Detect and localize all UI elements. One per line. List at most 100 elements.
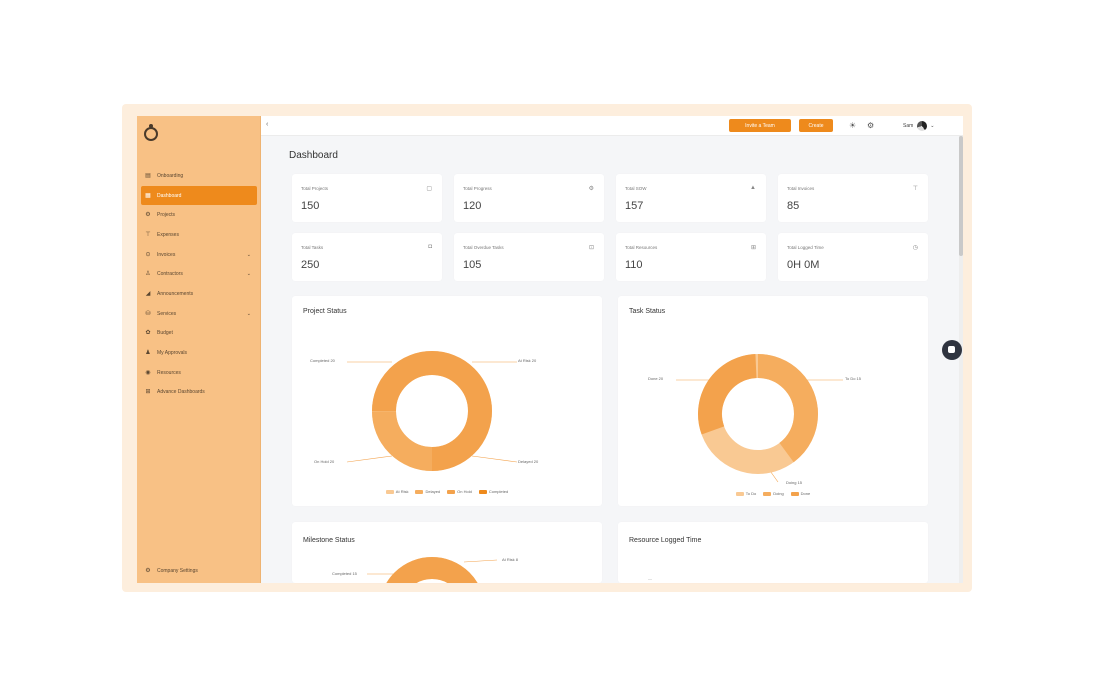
stat-label: Total Resources xyxy=(625,245,658,250)
legend-item[interactable]: At Risk xyxy=(385,489,408,494)
stat-label: Total Overdue Tasks xyxy=(463,245,504,250)
legend-item[interactable]: Doing xyxy=(763,491,784,496)
sidebar-item-announcements[interactable]: ◢ Announcements xyxy=(141,284,257,304)
resource-logged-time-card: Resource Logged Time — xyxy=(618,522,928,583)
chevron-down-icon: ⌄ xyxy=(246,251,251,258)
chart-label: Doing 15 xyxy=(786,480,803,485)
stat-card-total-sow[interactable]: Total SOW ▲ 157 xyxy=(616,174,766,222)
sidebar-item-onboarding[interactable]: ▤ Onboarding xyxy=(141,166,257,186)
sidebar-item-label: Dashboard xyxy=(157,192,182,199)
sidebar-item-projects[interactable]: ⚙ Projects xyxy=(141,205,257,225)
stat-card-total-invoices[interactable]: Total Invoices ⊤ 85 xyxy=(778,174,928,222)
chart-legend: At Risk Delayed On Hold Completed xyxy=(292,489,602,494)
sidebar-item-services[interactable]: ⛁ Services ⌄ xyxy=(141,304,257,324)
swatch xyxy=(735,491,744,496)
sidebar-item-label: Resources xyxy=(157,369,181,376)
stat-card-total-logged-time[interactable]: Total Logged Time ◷ 0H 0M xyxy=(778,233,928,281)
theme-icon[interactable]: ☀ xyxy=(849,121,857,130)
sidebar-item-dashboard[interactable]: ▦ Dashboard xyxy=(141,185,257,206)
stat-value: 157 xyxy=(625,200,644,212)
sidebar-item-label: Advance Dashboards xyxy=(157,389,205,396)
sidebar-item-my-approvals[interactable]: ♟ My Approvals xyxy=(141,343,257,363)
filter-icon: ⊤ xyxy=(912,186,918,192)
topbar: ‹ Invite a Team Create ☀ ⚙ Sam ⌄ xyxy=(261,116,963,136)
legend-item[interactable]: On Hold xyxy=(447,489,472,494)
swatch xyxy=(447,489,456,494)
scrollbar[interactable] xyxy=(959,136,963,583)
sidebar-item-label: Invoices xyxy=(157,251,176,258)
sidebar-item-budget[interactable]: ✿ Budget xyxy=(141,324,257,344)
legend-item[interactable]: Delayed xyxy=(415,489,440,494)
milestone-status-donut xyxy=(367,557,498,583)
stat-card-total-overdue-tasks[interactable]: Total Overdue Tasks ⊡ 105 xyxy=(454,233,604,281)
stat-card-total-progress[interactable]: Total Progress ⚙ 120 xyxy=(454,174,604,222)
budget-icon: ✿ xyxy=(145,330,151,337)
sidebar-item-label: Onboarding xyxy=(157,172,184,179)
chart-label: Delayed 20 xyxy=(518,459,539,464)
invite-team-button[interactable]: Invite a Team xyxy=(729,119,791,132)
task-status-card: Task Status Done 20 To Do 15 Doing 15 To… xyxy=(618,296,928,506)
stat-label: Total Logged Time xyxy=(787,245,824,250)
sidebar-item-label: Projects xyxy=(157,212,176,219)
sidebar-item-expenses[interactable]: ⊤ Expenses xyxy=(141,225,257,245)
stat-value: 120 xyxy=(463,200,482,212)
legend-item[interactable]: Done xyxy=(790,491,810,496)
create-button[interactable]: Create xyxy=(799,119,833,132)
legend-label: Doing xyxy=(773,491,784,496)
dashboard-icon: ⊞ xyxy=(145,389,151,396)
progress-icon: ⚙ xyxy=(588,186,594,192)
sidebar-item-invoices[interactable]: ⊙ Invoices ⌄ xyxy=(141,245,257,265)
chart-label: Done 20 xyxy=(648,376,664,381)
folder-icon: ▢ xyxy=(426,186,432,192)
chart-label: On Hold 20 xyxy=(314,459,335,464)
folder-icon: ⚙ xyxy=(145,212,151,219)
gear-icon: ⚙ xyxy=(145,568,151,574)
sidebar-item-label: Contractors xyxy=(157,271,183,278)
sidebar-item-advance-dashboards[interactable]: ⊞ Advance Dashboards xyxy=(141,383,257,403)
stat-card-total-projects[interactable]: Total Projects ▢ 150 xyxy=(292,174,442,222)
swatch xyxy=(790,491,799,496)
avatar xyxy=(917,121,928,131)
chart-label: To Do 15 xyxy=(845,376,862,381)
megaphone-icon: ◢ xyxy=(145,290,151,297)
chevron-down-icon: ⌄ xyxy=(930,123,935,129)
sidebar-item-resources[interactable]: ◉ Resources xyxy=(141,363,257,383)
filter-icon: ⊤ xyxy=(145,231,151,238)
chart-label: At Risk 8 xyxy=(502,557,519,562)
sidebar-item-label: Budget xyxy=(157,330,173,337)
swatch xyxy=(478,489,487,494)
stat-card-total-resources[interactable]: Total Resources ⊞ 110 xyxy=(616,233,766,281)
person-icon: ♙ xyxy=(145,271,151,278)
sidebar-item-label: Services xyxy=(157,310,177,317)
chart-legend: To Do Doing Done xyxy=(618,491,928,496)
legend-label: Delayed xyxy=(425,489,441,494)
company-settings-link[interactable]: ⚙ Company Settings xyxy=(145,568,198,574)
stat-value: 85 xyxy=(787,200,800,212)
swatch xyxy=(385,489,394,494)
stat-card-total-tasks[interactable]: Total Tasks ◘ 250 xyxy=(292,233,442,281)
legend-item[interactable]: To Do xyxy=(735,491,756,496)
stat-value: 250 xyxy=(301,259,320,271)
stat-label: Total Tasks xyxy=(301,245,324,250)
collapse-sidebar-icon[interactable]: ‹ xyxy=(266,121,269,128)
tasks-icon: ◘ xyxy=(428,244,432,250)
sidebar-item-label: My Approvals xyxy=(157,350,188,357)
sidebar-item-contractors[interactable]: ♙ Contractors ⌄ xyxy=(141,264,257,284)
chevron-down-icon: ⌄ xyxy=(246,310,251,317)
logo-icon[interactable] xyxy=(144,124,158,141)
clock-icon: ◷ xyxy=(912,245,918,251)
user-menu[interactable]: Sam ⌄ xyxy=(903,121,934,131)
sidebar-nav: ▤ Onboarding ▦ Dashboard ⚙ Projects ⊤ Ex… xyxy=(141,166,257,402)
approval-icon: ♟ xyxy=(145,350,151,357)
project-status-card: Project Status Completed 20 At Risk 20 O… xyxy=(292,296,602,506)
chart-label: Completed 15 xyxy=(332,571,357,576)
chart-title: Milestone Status xyxy=(303,537,355,544)
chart-title: Project Status xyxy=(303,308,347,315)
task-status-donut xyxy=(676,354,843,483)
resources-icon: ◉ xyxy=(145,369,151,376)
help-chat-button[interactable] xyxy=(942,340,962,360)
overdue-icon: ⊡ xyxy=(588,245,594,251)
scrollbar-thumb[interactable] xyxy=(959,136,963,256)
legend-item[interactable]: Completed xyxy=(478,489,508,494)
settings-icon[interactable]: ⚙ xyxy=(867,121,875,130)
